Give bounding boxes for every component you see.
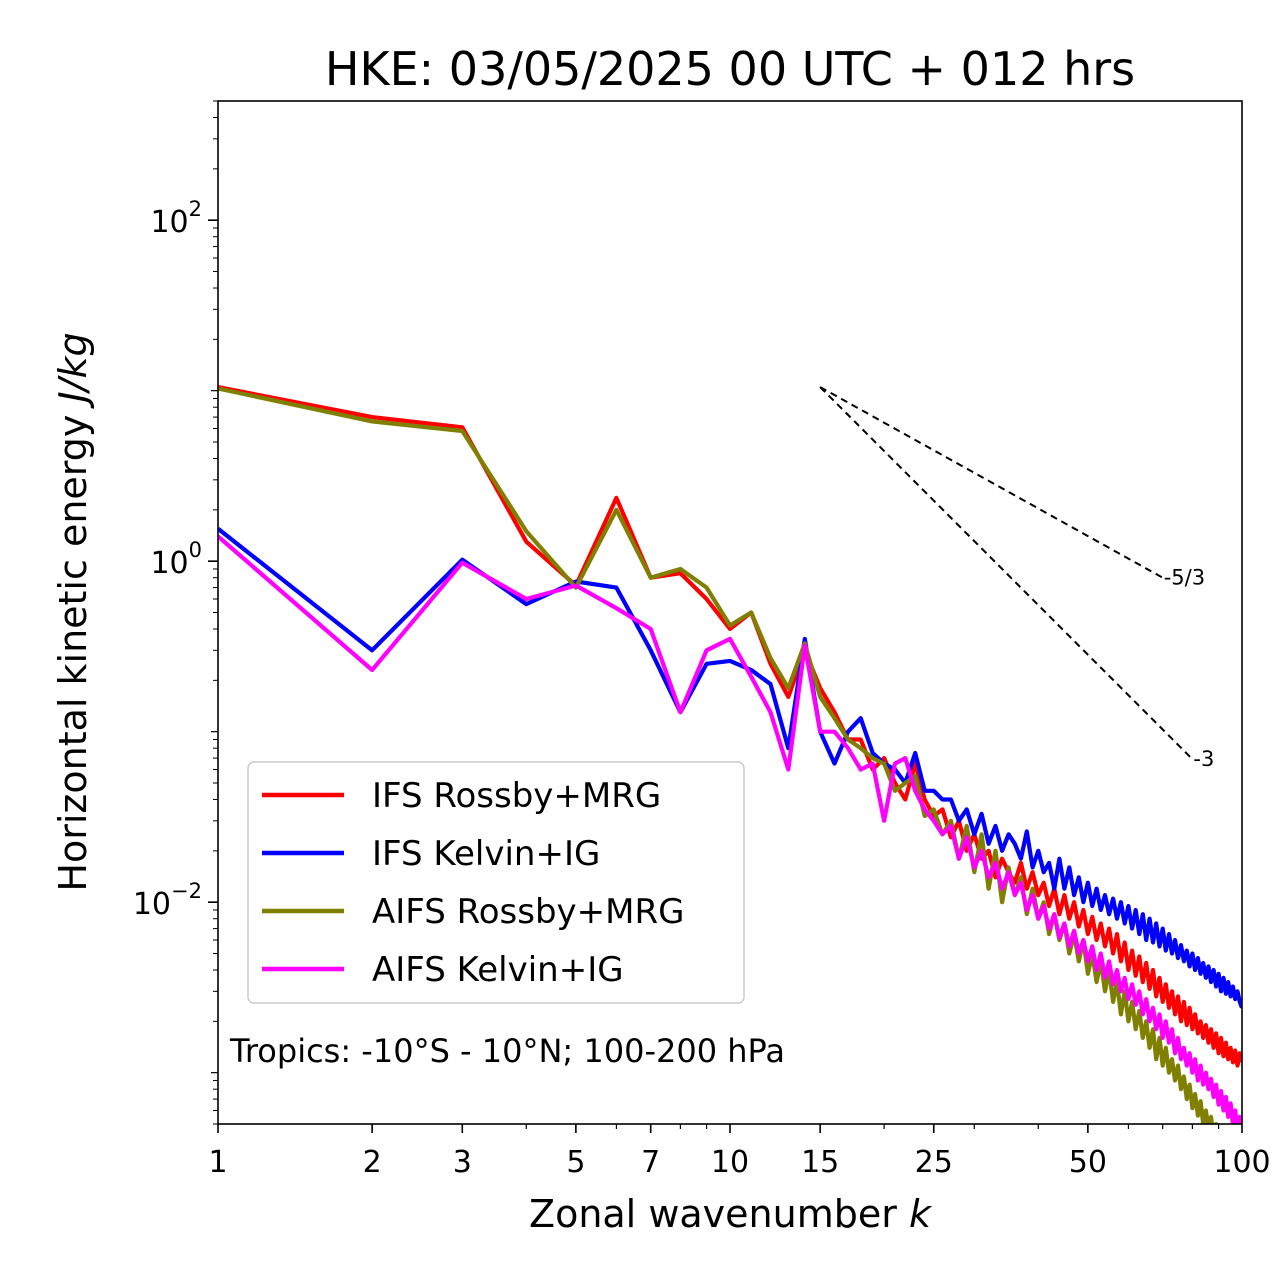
reference-slope-lines: -5/3 -3 (819, 386, 1214, 771)
series-line (218, 527, 1242, 1009)
reference-line-label: -3 (1193, 747, 1214, 771)
x-tick-label: 7 (641, 1145, 660, 1180)
y-axis-ticks: 10−2 100 102 (133, 100, 218, 1125)
y-tick-label: 10−2 (133, 879, 202, 922)
x-tick-label: 5 (566, 1145, 585, 1180)
reference-line-label: -5/3 (1164, 566, 1205, 590)
x-tick-label: 50 (1069, 1145, 1107, 1180)
reference-line (819, 386, 1194, 760)
series-line (218, 386, 1219, 1124)
legend-label: AIFS Rossby+MRG (372, 892, 684, 932)
x-axis-label-variable: k (909, 1192, 933, 1236)
series-lines (218, 385, 1242, 1124)
legend: IFS Rossby+MRG IFS Kelvin+IG AIFS Rossby+M… (247, 761, 745, 1004)
legend-items: IFS Rossby+MRG IFS Kelvin+IG AIFS Rossby+M… (262, 776, 684, 990)
x-axis-label: Zonal wavenumber k (529, 1192, 933, 1236)
y-tick-label: 102 (150, 197, 202, 240)
chart-title: HKE: 03/05/2025 00 UTC + 012 hrs (325, 42, 1135, 96)
legend-label: IFS Kelvin+IG (372, 834, 600, 874)
y-axis-label-unit: J/kg (51, 332, 95, 409)
x-tick-label: 100 (1213, 1145, 1270, 1180)
x-tick-label: 25 (915, 1145, 953, 1180)
x-tick-label: 15 (801, 1145, 839, 1180)
reference-line (819, 386, 1164, 579)
x-tick-label: 1 (208, 1145, 227, 1180)
legend-label: IFS Rossby+MRG (372, 776, 661, 816)
y-axis-label: Horizontal kinetic energy J/kg (51, 332, 95, 891)
region-annotation: Tropics: -10°S - 10°N; 100-200 hPa (229, 1032, 785, 1070)
y-tick-label: 100 (150, 538, 202, 581)
x-tick-label: 3 (453, 1145, 472, 1180)
x-tick-label: 10 (711, 1145, 749, 1180)
legend-box (247, 761, 745, 1004)
x-axis-label-text: Zonal wavenumber (529, 1192, 897, 1236)
x-axis-ticks: 1 2 3 5 7 10 15 25 50 100 (208, 1124, 1271, 1180)
x-tick-label: 2 (363, 1145, 382, 1180)
series-line (218, 385, 1242, 1068)
y-axis-label-text: Horizontal kinetic energy (51, 415, 95, 892)
series-line (218, 534, 1242, 1124)
legend-label: AIFS Kelvin+IG (372, 950, 624, 990)
